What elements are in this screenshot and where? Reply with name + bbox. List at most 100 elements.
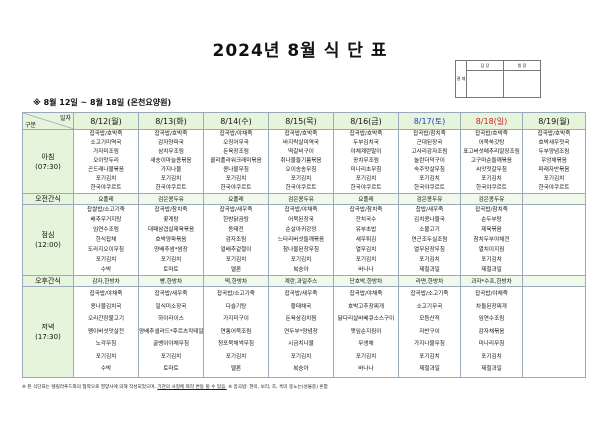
- menu-cell: 잡곡밥/참치죽 꽃게탕 대패삼겹살제육볶음 호박양파볶음 양배추쌈*쌈장 포기김치 토마토: [138, 204, 204, 276]
- menu-item: 오징어무국: [223, 140, 249, 146]
- day-header: 8/15(목): [268, 112, 334, 130]
- snack-cell: 요플레: [73, 193, 139, 205]
- menu-cell: 잡곡밥/호박죽 바지락살미역국 떡갈비구이 취나물들기름볶음 오이송송무침 포기김치 한국야…: [268, 129, 334, 194]
- day-header: 8/14(수): [203, 112, 269, 130]
- corner-cell: 일자 구분: [22, 112, 74, 130]
- snack-cell: 검은콩두유: [138, 193, 204, 205]
- menu-item: 제철과일: [419, 267, 440, 273]
- menu-cell: 잡곡밥/야채죽 오징어무국 돈육장조림 콜리플라워크래미볶음 콩나물무침 포기김치 한국야쿠…: [203, 129, 269, 194]
- day-header: 8/19(월): [522, 112, 586, 130]
- menu-item: 김치콩나물국: [414, 217, 445, 223]
- menu-item: 포기김치: [419, 353, 440, 360]
- menu-item: 미나리무침: [478, 341, 505, 348]
- menu-item: 한방닭곰탕: [223, 217, 249, 223]
- approval-sign-1[interactable]: [466, 70, 504, 98]
- menu-item: 잡곡밥/참치죽: [413, 131, 446, 137]
- snack-cell: 라면,한방차: [398, 275, 461, 287]
- menu-item: 포기김치: [419, 257, 440, 263]
- row-label-text: 저녁: [41, 323, 55, 331]
- menu-item: 한국야쿠르트: [220, 185, 252, 191]
- menu-item: 새송이마늘종볶음: [150, 158, 192, 164]
- menu-cell: 잡곡밥/호박죽 두부김치국 야채계란말이 꽁치무조림 미나리초무침 포기김치 한국야쿠르트: [333, 129, 399, 194]
- approval-box: 결 재 담 당 원 장: [455, 60, 541, 98]
- menu-item: 멸치이지짐: [478, 247, 505, 253]
- approval-col-2: 원 장: [503, 60, 541, 71]
- menu-item: 잡곡밥/소고기죽: [217, 291, 255, 298]
- menu-item: 꽁치무조림: [353, 158, 379, 164]
- row-label: 오후간식: [22, 275, 74, 287]
- menu-item: 수박: [100, 366, 112, 373]
- menu-item: 떡갈비구이: [288, 149, 314, 155]
- approval-side-label: 결 재: [455, 60, 467, 98]
- menu-item: 숙주맛살무침: [414, 167, 445, 173]
- menu-item: 가지나물무침: [414, 341, 445, 348]
- menu-item: 포기김치: [481, 257, 502, 263]
- period-subtitle: ※ 8월 12일 ~ 8월 18일 (온천요양원): [33, 98, 172, 107]
- menu-item: 새우튀김: [355, 237, 377, 243]
- menu-item: 가자미조림: [93, 149, 119, 155]
- menu-item: 제육볶음: [481, 227, 502, 233]
- menu-item: 포기김치: [290, 353, 312, 360]
- menu-item: 잡곡밥/야채죽: [475, 291, 508, 298]
- menu-item: 순살아귀강정: [285, 227, 317, 233]
- menu-item: 포기김치: [95, 353, 117, 360]
- day-header: 8/18(일): [460, 112, 523, 130]
- menu-item: 어묵된장국: [288, 217, 314, 223]
- menu-item: 야채계란말이: [350, 149, 382, 155]
- menu-item: 잡곡밥/새우죽: [284, 291, 318, 298]
- footnote-underlined: 기관의 사정에 따라 변동 될 수 있음.: [157, 385, 227, 390]
- menu-item: 포기김치: [481, 176, 502, 182]
- menu-cell: 찹쌀밥/소고기죽 배추우거지탕 임연수조림 한식잡채 도라지오이무침 포기김치 수박: [73, 204, 139, 276]
- menu-item: 돈육장조림: [223, 149, 249, 155]
- menu-item: 한국야쿠르트: [476, 185, 507, 191]
- menu-item: 골뱅이야채무침: [152, 341, 190, 348]
- menu-item: 잡곡밥/새우죽: [154, 291, 188, 298]
- menu-item: 얼배추겉절이: [220, 247, 252, 253]
- menu-item: 감자양파국: [158, 140, 184, 146]
- menu-item: 자반구이: [419, 328, 440, 335]
- menu-item: 잡곡밥/소고기죽: [410, 291, 449, 298]
- row-label-text: 아침: [41, 152, 55, 161]
- menu-item: 포기김치: [481, 353, 502, 360]
- menu-item: 대패삼겹살제육볶음: [147, 227, 195, 233]
- menu-item: 참치두부야채전: [473, 237, 510, 243]
- menu-item: 잔치국수: [355, 217, 377, 223]
- menu-item: 놀란더덕구이: [414, 158, 445, 164]
- menu-item: 바나나: [358, 267, 374, 273]
- row-label: 아침 (07:30): [22, 129, 74, 194]
- menu-cell: 잡곡밥/호박죽 소고기미역국 가자미조림 오이맛두리 곤드레나물볶음 포기김치 한국야쿠르트: [73, 129, 139, 194]
- menu-cell: 잡곡밥/야채죽 어묵된장국 순살아귀강정 느타리버섯들깨볶음 참나물된장무침 포기김치 복숭…: [268, 204, 334, 276]
- menu-item: 제철과일: [481, 267, 502, 273]
- menu-item: 포기김치: [543, 176, 565, 182]
- menu-item: 참나물된장무침: [282, 247, 320, 253]
- menu-item: 곤드레나물볶음: [87, 167, 125, 173]
- row-label-text: (17:30): [35, 333, 61, 341]
- approval-sign-2[interactable]: [503, 70, 541, 98]
- snack-cell: 검은콩두유: [460, 193, 523, 205]
- snack-row: 오전간식 요플레 검은콩두유 요플레 검은콩두유 요플레 검은콩두유 검은콩두유: [22, 193, 586, 205]
- footnote: ※ 본 식단표는 텔릴라푸드와의 협약으로 영양사에 의해 작성되었으며, 기관…: [22, 384, 328, 390]
- snack-cell: [522, 275, 586, 287]
- meal-row: 아침 (07:30) 잡곡밥/호박죽 소고기미역국 가자미조림 오이맛두리 곤드레나물볶음 포…: [22, 129, 586, 194]
- menu-item: 잡곡밥/호박죽: [537, 131, 571, 137]
- menu-item: 잡곡밥/참치죽: [475, 207, 508, 213]
- menu-item: 바나나: [358, 366, 374, 373]
- menu-item: 포기김치: [225, 257, 247, 263]
- menu-item: 연두부*양념장: [284, 328, 318, 335]
- snack-cell: [522, 193, 586, 205]
- menu-item: 순두부탕: [481, 217, 502, 223]
- menu-item: 깻잎순지짐이: [350, 328, 382, 335]
- meal-row: 저녁 (17:30) 잡곡밥/야채죽 콩나물김치국 오리간장불고기 팽이버섯맛살전 노각무침…: [22, 286, 586, 378]
- menu-cell: 잡곡밥/참치죽 잔치국수 유부초밥 새우튀김 열무김치 포기김치 바나나: [333, 204, 399, 276]
- menu-item: 노각무침: [95, 341, 117, 348]
- menu-item: 닭다리살바베큐소스구이: [337, 316, 395, 323]
- menu-item: 표고버섯메추리알장조림: [463, 149, 520, 155]
- snack-cell: 과자*수프,한방차: [460, 275, 523, 287]
- menu-item: 포기김치: [355, 353, 377, 360]
- menu-item: 멜론: [230, 366, 242, 373]
- menu-item: 임연수조림: [93, 227, 119, 233]
- menu-item: 잡곡밥/호박죽: [154, 131, 188, 137]
- menu-item: 꽃게탕: [163, 217, 179, 223]
- menu-item: 잡곡밥/야채죽: [284, 207, 318, 213]
- menu-item: 잡곡밥/참치죽: [154, 207, 188, 213]
